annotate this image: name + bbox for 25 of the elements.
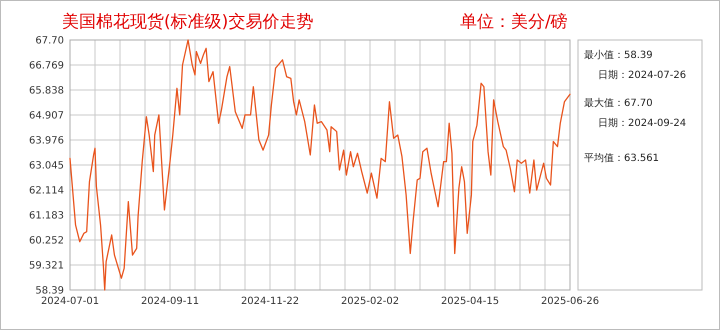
x-tick-label: 2025-06-26: [540, 296, 600, 307]
x-tick-label: 2024-11-22: [240, 296, 300, 307]
x-tick-label: 2024-07-01: [40, 296, 100, 307]
text: 最大值：67.70: [584, 97, 653, 109]
y-tick-label: 63.976: [29, 136, 64, 146]
chart-title: 美国棉花现货(标准级)交易价走势: [62, 12, 314, 32]
y-tick-label: 59.321: [29, 260, 64, 272]
x-tick-label: 2025-02-02: [340, 296, 400, 307]
y-tick-label: 66.769: [29, 60, 64, 72]
y-tick-label: 58.39: [35, 286, 64, 296]
y-tick-label: 63.045: [29, 160, 64, 172]
text: 日期：2024-09-24: [598, 117, 686, 129]
text: 平均值：63.561: [584, 152, 659, 164]
y-tick-label: 67.70: [35, 36, 64, 46]
chart-subtitle: 单位：美分/磅: [460, 12, 568, 32]
text: 最小值：58.39: [584, 49, 653, 61]
y-tick-label: 60.252: [29, 236, 64, 246]
text: 日期：2024-07-26: [598, 69, 686, 81]
y-tick-label: 65.838: [29, 86, 64, 96]
x-tick-label: 2024-09-11: [140, 296, 200, 307]
y-tick-label: 62.114: [29, 186, 64, 196]
y-tick-label: 61.183: [29, 210, 64, 222]
x-tick-label: 2025-04-15: [440, 296, 500, 307]
y-tick-label: 64.907: [29, 110, 64, 122]
line-series: [69, 39, 571, 291]
